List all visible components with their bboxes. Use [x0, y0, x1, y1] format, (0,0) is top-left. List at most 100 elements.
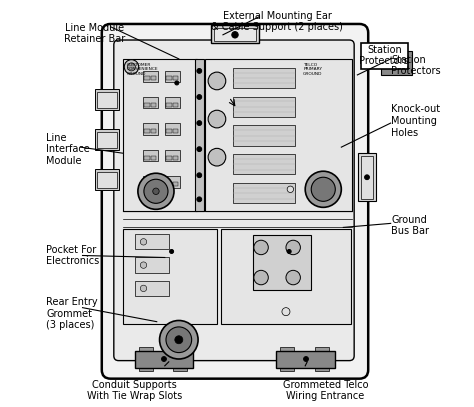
Bar: [173, 155, 178, 160]
Circle shape: [365, 175, 369, 179]
Circle shape: [286, 270, 301, 285]
Bar: [144, 155, 150, 160]
Bar: [94, 129, 119, 150]
Bar: [151, 103, 156, 107]
Bar: [221, 230, 351, 324]
Text: Station
Protectors: Station Protectors: [359, 45, 409, 66]
Text: Ground
Bus Bar: Ground Bus Bar: [392, 214, 429, 236]
Bar: [214, 28, 256, 41]
Bar: [166, 182, 172, 186]
Bar: [151, 182, 156, 186]
Bar: [97, 172, 117, 188]
Bar: [165, 150, 180, 161]
Bar: [97, 132, 117, 148]
Circle shape: [140, 239, 147, 245]
Bar: [233, 125, 295, 146]
Bar: [143, 150, 158, 161]
Circle shape: [162, 357, 166, 361]
Bar: [280, 347, 294, 351]
Bar: [135, 281, 169, 296]
Bar: [205, 59, 352, 211]
Bar: [151, 155, 156, 160]
Circle shape: [197, 147, 202, 151]
Circle shape: [175, 336, 183, 344]
Bar: [166, 103, 172, 107]
Text: TELCO
PRIMARY
GROUND: TELCO PRIMARY GROUND: [303, 63, 323, 76]
Bar: [94, 89, 119, 110]
Circle shape: [254, 240, 268, 255]
Circle shape: [144, 179, 168, 204]
Circle shape: [197, 197, 202, 202]
Bar: [361, 43, 408, 69]
Text: Grommeted Telco
Wiring Entrance: Grommeted Telco Wiring Entrance: [283, 380, 368, 401]
Text: Knock-out
Mounting
Holes: Knock-out Mounting Holes: [392, 105, 441, 138]
Bar: [166, 76, 172, 80]
Circle shape: [124, 60, 139, 74]
Bar: [358, 153, 376, 201]
Circle shape: [311, 177, 335, 201]
Bar: [382, 51, 411, 75]
Bar: [173, 347, 187, 351]
Bar: [165, 70, 180, 82]
Circle shape: [175, 81, 179, 85]
Circle shape: [197, 94, 202, 99]
Bar: [233, 154, 295, 175]
Bar: [173, 129, 178, 133]
Bar: [173, 182, 178, 186]
Bar: [135, 258, 169, 273]
Circle shape: [197, 120, 202, 125]
Bar: [143, 70, 158, 82]
Bar: [151, 76, 156, 80]
Circle shape: [170, 249, 173, 254]
Text: Rear Entry
Grommet
(3 places): Rear Entry Grommet (3 places): [46, 297, 98, 330]
Text: External Mounting Ear
& Cable Support (2 places): External Mounting Ear & Cable Support (2…: [211, 11, 343, 32]
Text: Conduit Supports
With Tie Wrap Slots: Conduit Supports With Tie Wrap Slots: [87, 380, 182, 401]
Circle shape: [197, 68, 202, 73]
Bar: [276, 351, 335, 368]
Bar: [361, 156, 374, 199]
Circle shape: [140, 285, 147, 291]
Circle shape: [138, 173, 174, 209]
Bar: [233, 183, 295, 204]
Circle shape: [208, 149, 226, 166]
Bar: [195, 59, 204, 211]
Circle shape: [304, 357, 309, 361]
FancyBboxPatch shape: [102, 24, 368, 379]
Bar: [135, 351, 193, 368]
Bar: [315, 347, 329, 351]
Text: Pocket For
Electronics: Pocket For Electronics: [46, 245, 100, 266]
Bar: [143, 97, 158, 108]
Bar: [144, 129, 150, 133]
Bar: [139, 347, 153, 351]
Bar: [144, 182, 150, 186]
Bar: [253, 235, 311, 290]
Text: Line
Interface
Module: Line Interface Module: [46, 133, 90, 166]
Bar: [173, 76, 178, 80]
Circle shape: [208, 72, 226, 90]
Bar: [173, 103, 178, 107]
Circle shape: [254, 270, 268, 285]
Bar: [143, 177, 158, 188]
Bar: [211, 25, 259, 43]
Circle shape: [287, 186, 293, 193]
Bar: [165, 123, 180, 135]
Bar: [151, 129, 156, 133]
Text: Station
Protectors: Station Protectors: [392, 55, 441, 77]
Text: CUSTOMER
CONVENIENCE
GROUND: CUSTOMER CONVENIENCE GROUND: [127, 63, 158, 76]
Bar: [123, 59, 197, 211]
Bar: [315, 367, 329, 371]
Circle shape: [153, 188, 159, 195]
Bar: [165, 97, 180, 108]
Circle shape: [197, 173, 202, 177]
Bar: [144, 76, 150, 80]
Bar: [123, 230, 217, 324]
Bar: [233, 68, 295, 88]
Circle shape: [305, 171, 341, 207]
Circle shape: [286, 240, 301, 255]
Bar: [165, 177, 180, 188]
Bar: [166, 129, 172, 133]
Circle shape: [160, 320, 198, 359]
Circle shape: [208, 110, 226, 128]
Circle shape: [140, 262, 147, 268]
Bar: [94, 169, 119, 190]
